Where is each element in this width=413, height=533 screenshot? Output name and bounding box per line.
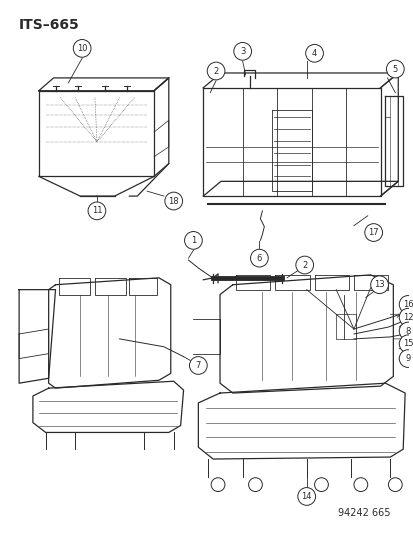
Text: 2: 2 (213, 67, 218, 76)
Text: 8: 8 (404, 327, 410, 335)
Circle shape (385, 60, 403, 78)
Text: 6: 6 (256, 254, 261, 263)
Circle shape (233, 43, 251, 60)
Text: 2: 2 (301, 261, 306, 270)
Text: 15: 15 (402, 340, 412, 348)
Circle shape (398, 309, 413, 326)
Text: 11: 11 (91, 206, 102, 215)
Circle shape (189, 357, 207, 374)
Circle shape (297, 488, 315, 505)
Circle shape (398, 296, 413, 313)
Circle shape (398, 335, 413, 353)
Circle shape (207, 62, 224, 80)
Circle shape (364, 224, 382, 241)
Text: 3: 3 (240, 47, 245, 56)
Text: 1: 1 (190, 236, 196, 245)
Text: 4: 4 (311, 49, 316, 58)
Text: 18: 18 (168, 197, 178, 206)
Circle shape (398, 350, 413, 367)
Circle shape (398, 322, 413, 340)
Circle shape (184, 231, 202, 249)
Text: 94242 665: 94242 665 (337, 508, 389, 518)
Text: 10: 10 (77, 44, 87, 53)
Text: 14: 14 (301, 492, 311, 501)
Text: 16: 16 (402, 300, 413, 309)
Circle shape (370, 276, 387, 294)
Circle shape (250, 249, 268, 267)
Circle shape (305, 44, 323, 62)
Circle shape (164, 192, 182, 210)
Text: 7: 7 (195, 361, 201, 370)
Circle shape (295, 256, 313, 274)
Text: 5: 5 (392, 64, 397, 74)
Circle shape (88, 202, 106, 220)
Text: ITS–665: ITS–665 (19, 18, 80, 32)
Text: 12: 12 (402, 313, 412, 322)
Text: 9: 9 (404, 354, 410, 363)
Text: 17: 17 (368, 228, 378, 237)
Circle shape (73, 39, 91, 57)
Text: 13: 13 (373, 280, 384, 289)
